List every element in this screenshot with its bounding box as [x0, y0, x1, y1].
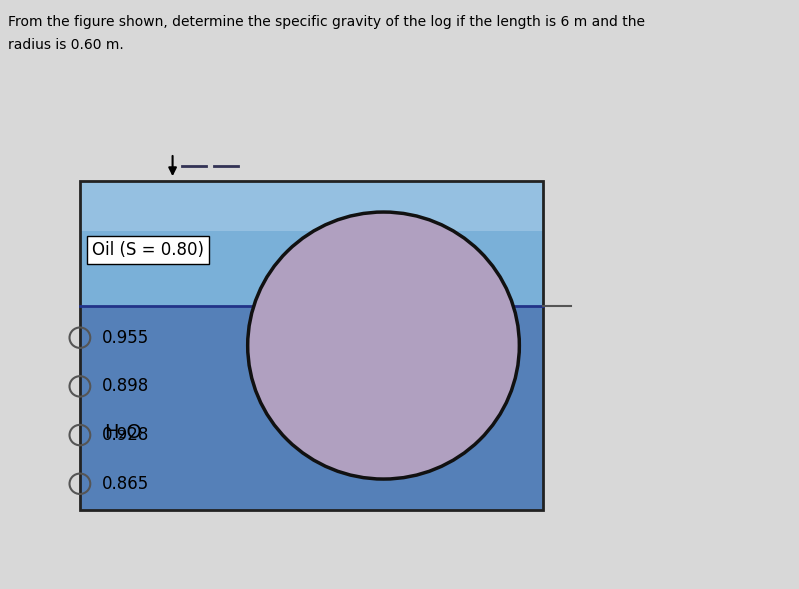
Bar [80, 181, 543, 306]
Text: radius is 0.60 m.: radius is 0.60 m. [8, 38, 124, 52]
Text: 0.865: 0.865 [102, 475, 149, 493]
Text: From the figure shown, determine the specific gravity of the log if the length i: From the figure shown, determine the spe… [8, 15, 645, 29]
Bar [80, 306, 543, 511]
Circle shape [248, 212, 519, 479]
Text: 0.898: 0.898 [102, 378, 149, 395]
Text: Oil (S = 0.80): Oil (S = 0.80) [92, 240, 204, 259]
Bar [80, 181, 543, 231]
Text: 0.928: 0.928 [102, 426, 149, 444]
Bar [80, 181, 543, 511]
Text: 0.955: 0.955 [102, 329, 149, 347]
Text: H₂O: H₂O [104, 423, 141, 442]
